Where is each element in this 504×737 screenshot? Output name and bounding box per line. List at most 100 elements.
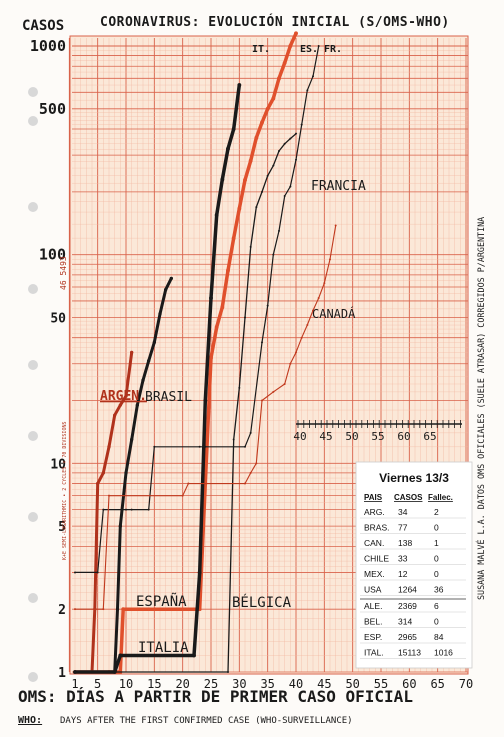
y-tick-label: 100	[39, 246, 66, 264]
data-point	[249, 471, 252, 474]
table-cell: 1016	[434, 648, 453, 658]
data-point	[220, 177, 225, 182]
data-point	[255, 206, 258, 209]
binder-hole	[28, 672, 38, 682]
data-point	[74, 608, 76, 611]
table-cell: 6	[434, 601, 439, 611]
table-cell: 1264	[398, 585, 417, 595]
series-line-francia	[74, 45, 320, 574]
table-cell: ARG.	[364, 507, 385, 517]
table-header-casos: CASOS	[394, 493, 423, 502]
data-point	[334, 224, 337, 227]
inset-axis-label: 60	[397, 430, 410, 443]
table-rows: ARG. 34 2 BRAS. 77 0 CAN. 138 1 CHILE 33 0 MEX. 12 0 US…	[360, 507, 466, 659]
data-point	[260, 120, 264, 125]
table-cell: CAN.	[364, 538, 384, 548]
y-tick-label: 50	[50, 311, 66, 326]
data-point	[244, 482, 246, 485]
data-point	[118, 403, 122, 407]
binder-hole	[28, 116, 38, 126]
table-header-fallec: Fallec.	[428, 493, 453, 502]
y-axis-label: CASOS	[22, 18, 64, 34]
y-tick-label: 10	[50, 457, 66, 472]
data-point	[254, 135, 259, 140]
table-cell: ITAL.	[364, 648, 384, 658]
label-italia: ITALIA	[138, 640, 189, 656]
label-espana: ESPAÑA	[136, 593, 187, 610]
data-point	[118, 524, 122, 528]
data-point	[203, 398, 208, 403]
data-point	[289, 362, 292, 365]
table-cell: BEL.	[364, 617, 382, 627]
label-francia: FRANCIA	[311, 179, 366, 194]
data-point	[209, 296, 213, 300]
binder-hole	[28, 593, 38, 603]
y-tick-label: 500	[39, 100, 66, 118]
x-tick-label: 25	[204, 677, 218, 691]
data-point	[102, 508, 105, 511]
x-tick-label: 45	[317, 677, 331, 691]
x-tick-label: 10	[119, 677, 133, 691]
data-point	[283, 382, 286, 385]
data-point	[249, 245, 252, 248]
series-line-brasil	[113, 276, 173, 674]
x-tick-label: 20	[175, 677, 189, 691]
data-point	[115, 607, 120, 611]
footer-es: OMS: DÍAS A PARTIR DE PRIMER CASO OFICIA…	[18, 687, 413, 706]
data-point	[266, 174, 269, 177]
data-point	[238, 386, 241, 389]
table-cell: 33	[398, 554, 408, 564]
data-point	[317, 45, 320, 47]
data-point	[130, 437, 134, 442]
data-point	[294, 31, 298, 36]
inset-axis-label: 55	[371, 430, 384, 443]
x-tick-label: 1	[71, 677, 78, 691]
data-point	[181, 494, 184, 497]
data-point	[237, 206, 242, 211]
binder-hole	[28, 360, 38, 370]
data-point	[96, 571, 99, 574]
data-point	[209, 356, 213, 360]
table-cell: USA	[364, 585, 382, 595]
data-point	[289, 137, 292, 140]
data-point	[300, 123, 303, 126]
data-point	[198, 445, 201, 448]
table-cell: ESP.	[364, 632, 382, 642]
data-point	[306, 324, 309, 327]
y-tick-label: 1	[58, 666, 66, 681]
data-point	[107, 445, 111, 449]
data-point	[272, 390, 275, 393]
data-point	[101, 471, 105, 475]
data-point	[158, 312, 162, 316]
inset-axis-label: 40	[293, 430, 306, 443]
data-point	[312, 75, 314, 78]
data-point	[272, 253, 275, 256]
data-point	[243, 178, 247, 182]
table-cell: 15113	[398, 648, 421, 658]
chart-title: CORONAVIRUS: EVOLUCIÓN INICIAL (S/OMS-WH…	[100, 14, 450, 30]
series-line-italia	[73, 83, 242, 674]
x-tick-label: 60	[402, 677, 416, 691]
x-tick-label: 5	[94, 677, 101, 691]
data-point	[282, 60, 287, 65]
data-point	[231, 127, 236, 131]
data-point	[295, 351, 297, 354]
x-tick-label: 55	[374, 677, 388, 691]
data-point	[152, 340, 156, 345]
data-table: Viernes 13/3 PAIS CASOS Fallec. ARG. 34 2 B…	[355, 461, 473, 669]
data-point	[204, 445, 207, 448]
data-point	[226, 146, 230, 151]
paper-brand: K+E SEMI-LOGARITHMIC • 2 CYCLES × 70 DIV…	[62, 422, 68, 560]
label-belgica: BÉLGICA	[232, 594, 292, 611]
side-note: SUSANA MALVÉ L.A. DATOS OMS OFICIALES (S…	[475, 217, 486, 600]
series-layer	[73, 31, 337, 674]
footer-en: DAYS AFTER THE FIRST CONFIRMED CASE (WHO…	[60, 716, 353, 726]
x-tick-label: 50	[345, 677, 359, 691]
data-point	[130, 350, 134, 355]
data-point	[306, 89, 309, 92]
table-cell: MEX.	[364, 569, 385, 579]
x-tick-label: 65	[430, 677, 444, 691]
table-cell: 2	[434, 507, 439, 517]
data-point	[248, 158, 253, 163]
